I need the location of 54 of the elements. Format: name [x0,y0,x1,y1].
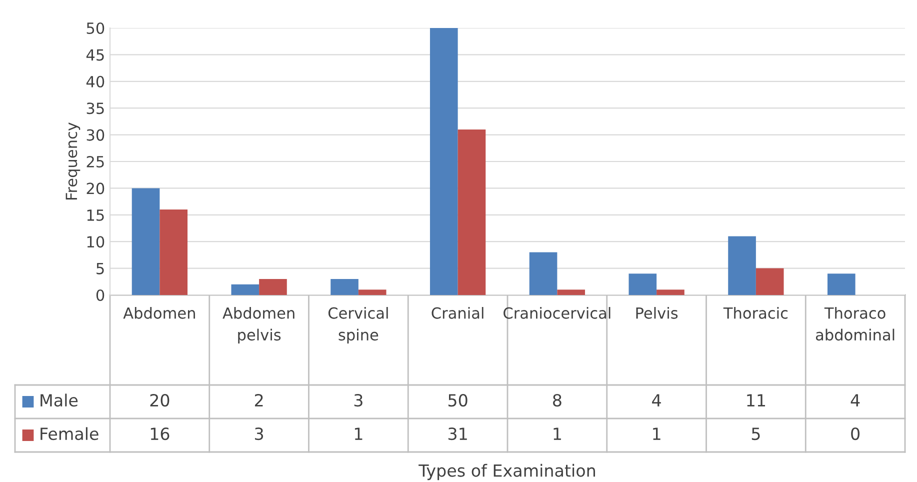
y-tick-label: 45 [86,49,104,61]
data-label: 20 [150,394,170,407]
data-label: 1 [554,428,561,440]
legend-label: Male [40,394,78,407]
data-label: 50 [448,394,468,407]
data-label: 8 [553,394,562,407]
y-tick-label: 30 [86,129,104,141]
data-label: 0 [851,427,860,440]
data-label: 16 [150,427,170,440]
y-tick-label: 5 [96,262,104,274]
data-label: 3 [354,394,362,407]
y-tick-label: 25 [86,156,104,168]
y-tick-label: 0 [96,289,104,302]
y-tick-label: 40 [86,76,104,88]
bar [458,129,486,295]
bar [430,28,458,295]
legend-label: Female [40,427,98,440]
x-tick-label: Cervical spine [328,307,388,344]
bar [756,268,784,295]
bar [827,274,856,295]
x-tick-label: Abdomen pelvis [222,307,294,344]
x-tick-label: Pelvis [636,307,678,319]
bar [358,290,386,295]
bar [160,210,188,295]
data-label: 1 [354,428,362,440]
y-tick-label: 10 [87,236,104,248]
bar [330,278,358,295]
y-axis-title: Frequency [66,122,80,200]
y-tick-label: 50 [86,22,104,34]
x-tick-label: Thoraco abdominal [816,307,894,341]
data-label: 4 [652,394,661,406]
data-label: 4 [850,394,860,406]
data-label: 1 [653,428,660,440]
x-tick-label: Cranial [432,307,484,319]
data-label: 5 [752,428,760,440]
bar [259,278,287,295]
y-tick-label: 20 [86,182,104,194]
bar [628,274,657,295]
x-tick-label: Craniocervical [504,307,610,319]
data-label: 3 [255,427,264,440]
y-tick-label: 15 [87,210,104,221]
text: Types of Examination [418,464,595,480]
bar [557,290,586,295]
x-tick-label: Abdomen [123,307,195,319]
bar [728,236,756,295]
data-label: 11 [747,394,765,406]
bar [231,284,260,295]
y-tick-label: 35 [86,102,104,114]
bar [132,188,160,295]
bar [656,290,684,295]
data-label: 2 [254,394,263,406]
bar [529,252,558,295]
x-tick-label: Thoracic [723,307,788,319]
data-label: 31 [448,427,467,440]
